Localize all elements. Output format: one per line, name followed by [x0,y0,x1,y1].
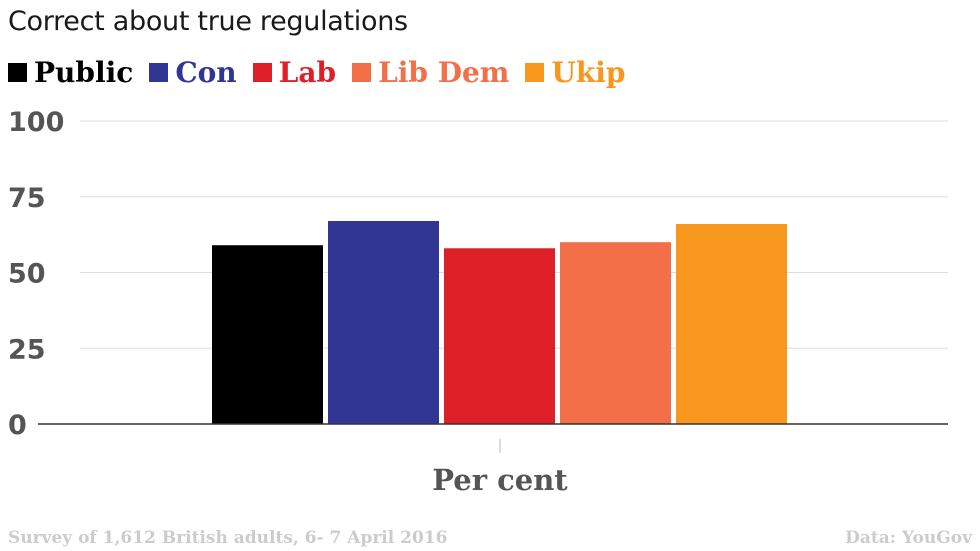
legend-item-0: Public [8,56,133,89]
legend-label: Lib Dem [378,56,510,89]
y-tick-label: 50 [8,259,46,290]
legend-label: Lab [278,56,337,89]
legend-item-1: Con [149,56,237,89]
y-tick-label: 0 [8,410,27,441]
y-tick-label: 75 [8,183,46,214]
legend: Public Con Lab Lib Dem Ukip [8,56,641,89]
data-source-credit: Data: YouGov [845,528,972,548]
bar-con [328,220,439,424]
bar-lab [444,248,555,424]
bar-lib-dem [560,242,671,424]
legend-item-3: Lib Dem [352,56,509,89]
legend-swatch [525,63,545,82]
x-axis-label: Per cent [432,463,568,497]
legend-label: Ukip [551,56,626,89]
legend-label: Public [34,56,134,89]
y-axis-ticks: 0 25 50 75 100 [8,107,64,441]
bar-public [212,245,323,424]
legend-label: Con [175,56,237,89]
legend-swatch [252,63,272,82]
y-tick-label: 25 [8,334,46,365]
legend-swatch [8,63,27,82]
y-tick-label: 100 [8,107,64,138]
bars [212,220,787,424]
legend-swatch [352,63,372,82]
survey-note: Survey of 1,612 British adults, 6- 7 Apr… [8,528,448,548]
legend-swatch [149,63,169,82]
chart-title: Correct about true regulations [8,6,408,37]
bar-ukip [676,224,787,424]
legend-item-4: Ukip [525,56,625,89]
legend-item-2: Lab [252,56,337,89]
